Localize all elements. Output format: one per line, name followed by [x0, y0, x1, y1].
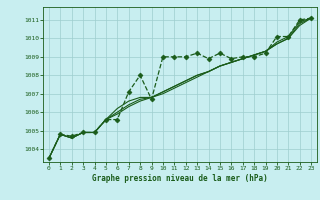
- X-axis label: Graphe pression niveau de la mer (hPa): Graphe pression niveau de la mer (hPa): [92, 174, 268, 183]
